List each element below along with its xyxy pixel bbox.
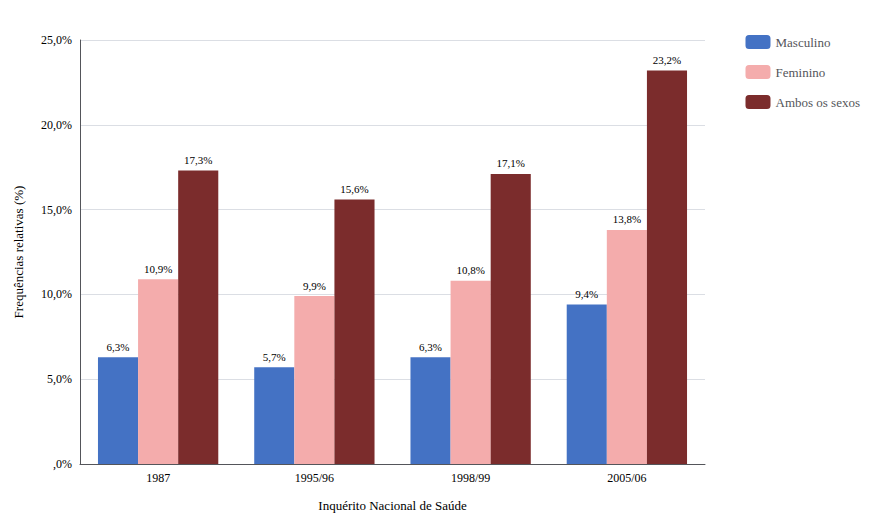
svg-text:1987: 1987 bbox=[146, 471, 170, 485]
svg-text:,0%: ,0% bbox=[53, 457, 72, 471]
svg-text:2005/06: 2005/06 bbox=[607, 471, 646, 485]
svg-text:17,1%: 17,1% bbox=[497, 157, 525, 169]
svg-text:13,8%: 13,8% bbox=[613, 213, 641, 225]
svg-text:5,7%: 5,7% bbox=[263, 351, 286, 363]
svg-text:Feminino: Feminino bbox=[775, 65, 825, 80]
svg-text:25,0%: 25,0% bbox=[41, 33, 72, 47]
svg-text:20,0%: 20,0% bbox=[41, 118, 72, 132]
svg-text:15,6%: 15,6% bbox=[340, 183, 368, 195]
svg-text:Frequências relativas (%): Frequências relativas (%) bbox=[11, 186, 26, 319]
svg-text:1995/96: 1995/96 bbox=[295, 471, 334, 485]
svg-text:17,3%: 17,3% bbox=[184, 154, 212, 166]
svg-text:15,0%: 15,0% bbox=[41, 203, 72, 217]
svg-text:23,2%: 23,2% bbox=[653, 54, 681, 66]
svg-text:10,9%: 10,9% bbox=[144, 263, 172, 275]
svg-text:6,3%: 6,3% bbox=[419, 341, 442, 353]
svg-text:10,0%: 10,0% bbox=[41, 287, 72, 301]
svg-text:9,9%: 9,9% bbox=[303, 280, 326, 292]
svg-text:Ambos os sexos: Ambos os sexos bbox=[775, 95, 860, 110]
svg-text:9,4%: 9,4% bbox=[575, 288, 598, 300]
svg-text:Masculino: Masculino bbox=[775, 35, 830, 50]
svg-text:10,8%: 10,8% bbox=[456, 264, 484, 276]
svg-text:5,0%: 5,0% bbox=[47, 372, 72, 386]
svg-text:1998/99: 1998/99 bbox=[451, 471, 490, 485]
svg-text:6,3%: 6,3% bbox=[107, 341, 130, 353]
svg-text:Inquérito Nacional de Saúde: Inquérito Nacional de Saúde bbox=[318, 498, 467, 513]
